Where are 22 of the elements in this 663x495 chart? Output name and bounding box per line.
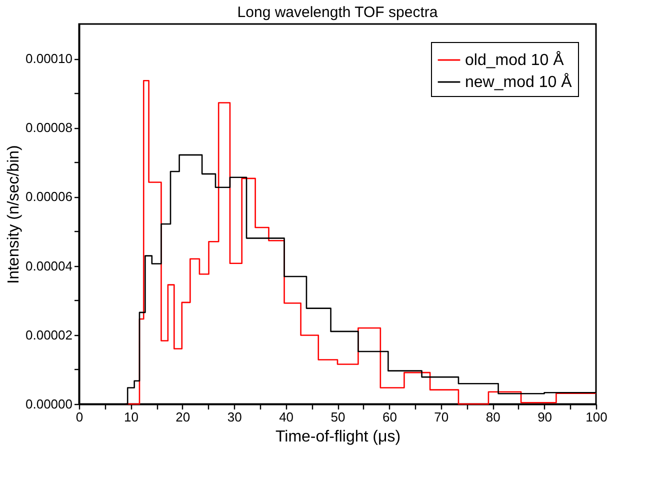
x-tick-label: 50 [330,410,346,424]
y-tick-label: 0.00006 [26,189,72,204]
y-tick-label: 0.00010 [26,51,72,66]
x-tick-label: 90 [538,410,552,424]
legend-label: new_mod 10 Å [465,73,572,91]
y-tick-label: 0.00008 [26,120,72,136]
y-tick-label: 0.00000 [26,396,72,412]
chart-title: Long wavelength TOF spectra [237,4,438,21]
x-tick-label: 60 [382,410,397,424]
x-tick-label: 0 [76,410,84,424]
x-tick-label: 70 [434,410,449,424]
x-tick-label: 30 [227,410,242,424]
y-tick-label: 0.00004 [26,258,72,274]
x-tick-label: 20 [176,410,190,424]
x-axis-title: Time-of-flight (μs) [275,428,401,446]
x-tick-label: 40 [279,410,294,424]
x-tick-label: 10 [124,410,138,424]
x-tick-label: 100 [586,410,608,424]
y-tick-label: 0.00002 [26,327,72,342]
y-axis-title: Intensity (n/sec/bin) [6,145,23,284]
legend-label: old_mod 10 Å [465,51,564,69]
x-tick-label: 80 [486,410,500,424]
